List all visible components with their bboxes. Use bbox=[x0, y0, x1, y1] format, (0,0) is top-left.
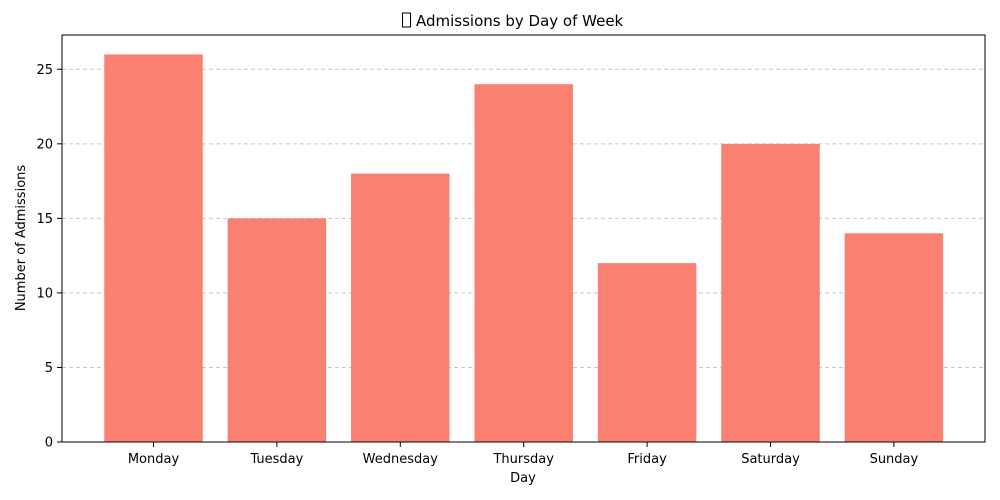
y-tick-label: 5 bbox=[45, 361, 53, 376]
bar-saturday bbox=[721, 143, 820, 443]
bar-tuesday bbox=[227, 218, 327, 442]
bar-thursday bbox=[474, 84, 573, 442]
y-axis-label: Number of Admissions bbox=[14, 165, 29, 312]
y-tick-label: 0 bbox=[45, 436, 53, 451]
bars-layer bbox=[104, 54, 944, 443]
x-tick-label: Thursday bbox=[492, 452, 554, 467]
bar-sunday bbox=[844, 233, 944, 442]
y-tick-label: 20 bbox=[36, 137, 53, 152]
y-tick-label: 25 bbox=[36, 63, 53, 78]
x-tick-label: Wednesday bbox=[363, 452, 439, 467]
chart-title: Admissions by Day of Week bbox=[416, 12, 624, 30]
x-axis-ticks: Monday Tuesday Wednesday Thursday Friday Satu… bbox=[128, 442, 919, 467]
x-tick-label: Friday bbox=[627, 452, 667, 467]
x-tick-label: Sunday bbox=[870, 452, 919, 467]
missing-glyph-box-icon bbox=[402, 12, 411, 28]
x-axis-label: Day bbox=[510, 471, 536, 486]
bar-monday bbox=[104, 54, 203, 442]
bar-wednesday bbox=[351, 173, 450, 442]
bar-friday bbox=[597, 263, 697, 442]
x-tick-label: Saturday bbox=[741, 452, 800, 467]
chart-title-group: Admissions by Day of Week bbox=[402, 12, 624, 30]
y-tick-label: 15 bbox=[36, 212, 53, 227]
x-tick-label: Monday bbox=[128, 452, 180, 467]
y-tick-label: 10 bbox=[36, 286, 53, 301]
y-axis-ticks: 0 5 10 15 20 25 bbox=[36, 63, 62, 451]
x-tick-label: Tuesday bbox=[249, 452, 303, 467]
